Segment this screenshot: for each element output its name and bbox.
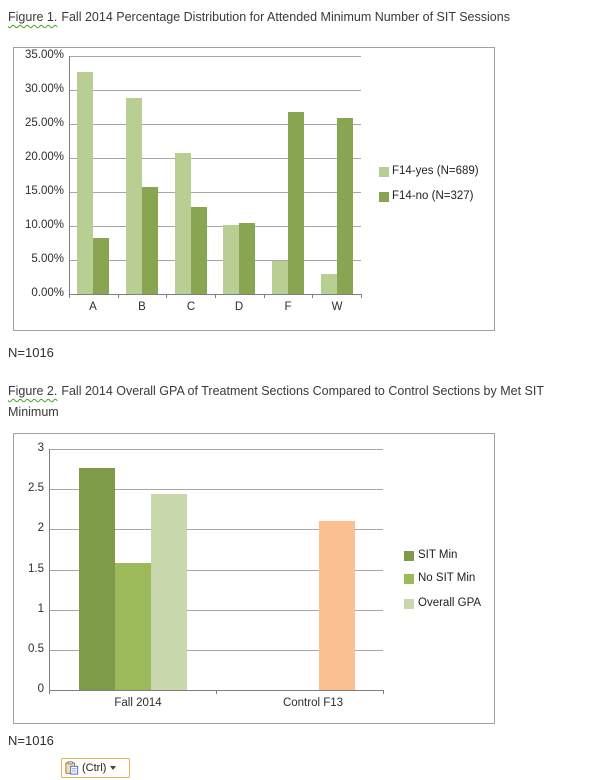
bar-f14-no-n-327-d (239, 222, 255, 294)
x-axis-tick (215, 294, 216, 298)
bar-f14-yes-n-689-c (175, 152, 191, 294)
figure1-title: Fall 2014 Percentage Distribution for At… (61, 10, 510, 24)
gridline (49, 489, 383, 491)
bar-f14-no-n-327-w (337, 117, 353, 294)
y-axis-tick-label: 0.5 (28, 642, 44, 655)
gridline (49, 649, 383, 651)
bar-f14-yes-n-689-f (272, 261, 288, 294)
gridline (69, 158, 361, 159)
gridline (49, 569, 383, 571)
clipboard-paste-icon (65, 761, 79, 775)
x-axis-category-label: D (234, 301, 244, 313)
figure2-title: Fall 2014 Overall GPA of Treatment Secti… (8, 384, 544, 419)
gridline (69, 192, 361, 193)
x-axis-tick (263, 294, 265, 298)
bar-f14-no-n-327-c (191, 207, 207, 294)
gridline (69, 90, 361, 91)
paste-button-label: (Ctrl) (82, 762, 107, 774)
x-axis-category-label: C (186, 301, 196, 313)
bar-f14-yes-n-689-d (223, 225, 239, 294)
n-count-after-figure2: N=1016 (8, 733, 54, 748)
legend-swatch-sit-min (404, 551, 414, 561)
bar-f14-yes-n-689-b (126, 97, 142, 294)
y-axis-tick-label: 1.5 (28, 562, 44, 575)
figure1-label: Figure 1. (8, 10, 58, 24)
legend-label-f14-yes-n-689: F14-yes (N=689) (392, 165, 479, 177)
gridline (69, 260, 361, 261)
y-axis-tick-label: 35.00% (24, 49, 64, 61)
legend-label-sit-min: SIT Min (418, 549, 458, 561)
figure1-chart[interactable]: 0.00% 5.00% 10.00% 15.00% 20.00% 25.00% 30.00%… (13, 47, 495, 331)
n-count-after-figure1: N=1016 (8, 345, 54, 360)
legend-swatch-no-sit-min (404, 574, 414, 584)
chevron-down-icon (110, 766, 117, 770)
gridline (49, 449, 383, 450)
y-axis-tick-label: 1 (37, 602, 44, 615)
y-axis-tick-label: 5.00% (31, 253, 64, 265)
y-axis-tick-label: 25.00% (24, 117, 64, 129)
legend-label-f14-no-n-327: F14-no (N=327) (392, 190, 474, 202)
y-axis-line (49, 449, 50, 690)
x-axis-category-label: B (138, 301, 146, 313)
gridline (49, 529, 383, 531)
legend-swatch-overall-gpa (404, 599, 414, 609)
figure2-chart[interactable]: 0 0.5 1 1.5 2 2.5 3 Fall 2014 Control F13 SIT Min… (13, 433, 495, 724)
x-axis-tick (312, 294, 314, 298)
y-axis-tick-label: 20.00% (24, 151, 64, 163)
legend-label-no-sit-min: No SIT Min (418, 572, 476, 584)
figure2-chart-plot-area: 0 0.5 1 1.5 2 2.5 3 Fall 2014 Control F13 SIT Min… (14, 434, 494, 723)
x-axis-category-label: Fall 2014 (114, 697, 162, 709)
y-axis-tick-label: 10.00% (24, 219, 64, 231)
x-axis-tick (166, 294, 168, 298)
x-axis-tick (383, 690, 384, 694)
bar-sit-min-fall-2014 (79, 467, 115, 690)
y-axis-tick-label: 2 (37, 522, 44, 535)
y-axis-tick-label: 2.5 (28, 482, 44, 495)
legend-swatch-f14-no-n-327 (379, 192, 389, 202)
gridline (69, 124, 361, 125)
bar-no-sit-min-fall-2014 (115, 563, 151, 690)
y-axis-tick-label: 15.00% (24, 185, 64, 197)
y-axis-tick-label: 30.00% (24, 83, 64, 95)
paste-options-button[interactable]: (Ctrl) (61, 758, 130, 778)
figure1-chart-plot-area: 0.00% 5.00% 10.00% 15.00% 20.00% 25.00% 30.00%… (14, 48, 494, 330)
y-axis-tick-label: 0 (37, 683, 44, 695)
x-axis-category-label: F (284, 301, 292, 313)
figure1-caption: Figure 1. Fall 2014 Percentage Distributi… (8, 7, 598, 28)
x-axis-tick (117, 294, 119, 298)
bar-f14-yes-n-689-a (77, 71, 93, 294)
x-axis-tick (69, 294, 70, 298)
x-axis-category-label: A (89, 301, 97, 313)
bar-f14-no-n-327-b (142, 186, 158, 294)
bar-f14-no-n-327-a (93, 237, 109, 294)
gridline (49, 609, 383, 611)
gridline (69, 226, 361, 227)
bar-overall-gpa-fall-2014 (151, 494, 187, 690)
y-axis-line (69, 56, 70, 294)
y-axis-tick-label: 3 (37, 442, 44, 454)
figure2-label: Figure 2. (8, 384, 58, 398)
bar-f14-no-n-327-f (288, 112, 304, 294)
gridline (69, 56, 361, 57)
x-axis-tick (216, 690, 217, 694)
legend-swatch-f14-yes-n-689 (379, 167, 389, 177)
x-axis-tick (49, 690, 50, 694)
x-axis-category-label: W (331, 301, 343, 313)
figure2-caption: Figure 2. Fall 2014 Overall GPA of Treatm… (8, 381, 586, 423)
bar-control-f13-gpa-control-f13 (319, 521, 355, 690)
x-axis-tick (361, 294, 362, 298)
bar-f14-yes-n-689-w (321, 274, 337, 294)
legend-label-overall-gpa: Overall GPA (418, 597, 482, 609)
x-axis-category-label: Control F13 (282, 697, 344, 709)
y-axis-tick-label: 0.00% (31, 287, 64, 299)
